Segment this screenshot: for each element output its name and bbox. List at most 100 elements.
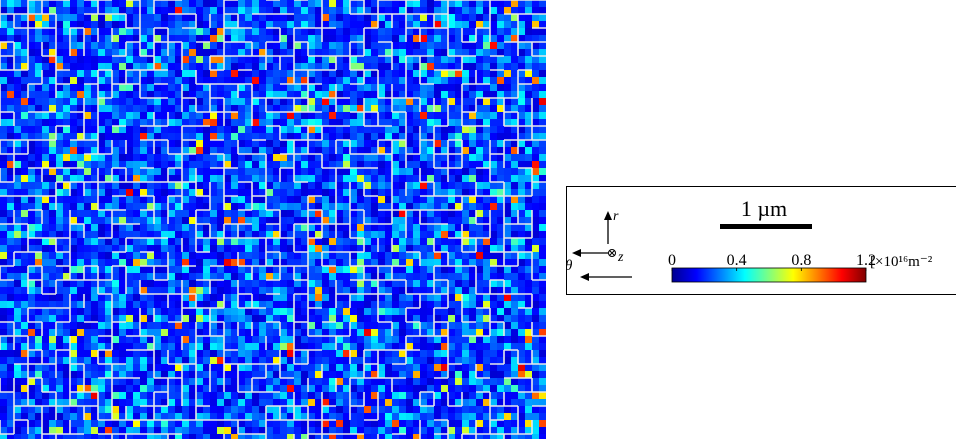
map-pixel [497,217,504,224]
map-pixel [126,378,133,385]
map-pixel [105,364,112,371]
map-pixel [322,182,329,189]
map-pixel [322,224,329,231]
map-pixel [77,56,84,63]
map-pixel [420,21,427,28]
map-pixel [413,77,420,84]
map-pixel [539,105,546,112]
map-pixel [336,7,343,14]
map-pixel [469,238,476,245]
map-pixel [532,315,539,322]
map-pixel [392,77,399,84]
map-pixel [245,105,252,112]
map-pixel [301,91,308,98]
map-pixel [231,329,238,336]
map-pixel [490,70,497,77]
map-pixel [280,315,287,322]
map-pixel [511,154,518,161]
map-pixel [49,385,56,392]
map-pixel [483,301,490,308]
map-pixel [182,210,189,217]
map-pixel [189,259,196,266]
map-pixel [497,231,504,238]
map-pixel [70,343,77,350]
map-pixel [14,98,21,105]
map-pixel [63,420,70,427]
map-pixel [294,238,301,245]
map-pixel [322,175,329,182]
map-pixel [140,0,147,7]
map-pixel [175,119,182,126]
map-pixel [476,161,483,168]
map-pixel [84,105,91,112]
map-pixel [56,273,63,280]
map-pixel [490,112,497,119]
map-pixel [119,392,126,399]
map-pixel [63,406,70,413]
map-pixel [231,378,238,385]
map-pixel [245,378,252,385]
map-pixel [287,133,294,140]
map-pixel [518,245,525,252]
map-pixel [497,266,504,273]
map-pixel [168,357,175,364]
map-pixel [35,350,42,357]
map-pixel [427,399,434,406]
map-pixel [266,224,273,231]
map-pixel [245,7,252,14]
map-pixel [336,329,343,336]
map-pixel [287,217,294,224]
map-pixel [133,161,140,168]
map-pixel [322,343,329,350]
map-pixel [371,280,378,287]
map-pixel [399,364,406,371]
map-pixel [119,133,126,140]
map-pixel [259,259,266,266]
map-pixel [343,168,350,175]
map-pixel [392,378,399,385]
map-pixel [112,28,119,35]
map-pixel [336,56,343,63]
map-pixel [490,28,497,35]
map-pixel [196,413,203,420]
map-pixel [168,0,175,7]
map-pixel [315,63,322,70]
map-pixel [91,70,98,77]
map-pixel [378,245,385,252]
map-pixel [35,287,42,294]
map-pixel [91,420,98,427]
map-pixel [434,245,441,252]
map-pixel [203,434,210,439]
map-pixel [189,364,196,371]
map-pixel [35,154,42,161]
map-pixel [259,420,266,427]
map-pixel [406,91,413,98]
map-pixel [350,336,357,343]
map-pixel [238,175,245,182]
map-pixel [238,217,245,224]
map-pixel [385,315,392,322]
map-pixel [364,287,371,294]
map-pixel [210,245,217,252]
map-pixel [98,301,105,308]
map-pixel [434,91,441,98]
map-pixel [350,21,357,28]
map-pixel [448,231,455,238]
map-pixel [14,420,21,427]
map-pixel [210,294,217,301]
map-pixel [161,336,168,343]
map-pixel [329,63,336,70]
map-pixel [322,0,329,7]
map-pixel [504,168,511,175]
map-pixel [168,84,175,91]
map-pixel [63,231,70,238]
map-pixel [462,7,469,14]
map-pixel [357,14,364,21]
map-pixel [336,371,343,378]
map-pixel [336,420,343,427]
map-pixel [385,133,392,140]
map-pixel [35,63,42,70]
map-pixel [413,210,420,217]
map-pixel [84,231,91,238]
map-pixel [91,266,98,273]
